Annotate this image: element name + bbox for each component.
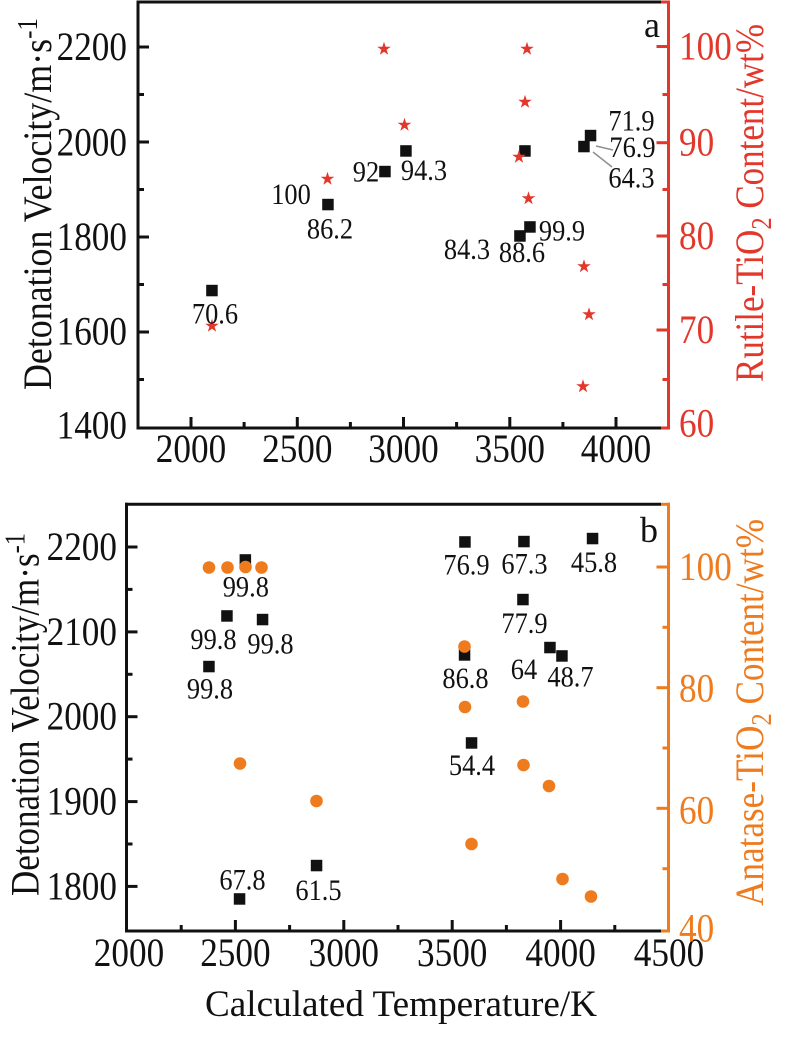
svg-text:99.8: 99.8 [190, 623, 236, 656]
svg-text:92: 92 [353, 156, 379, 189]
svg-text:71.9: 71.9 [608, 105, 654, 138]
svg-text:b: b [640, 510, 658, 550]
svg-text:84.3: 84.3 [444, 233, 490, 266]
svg-text:Rutile-TiO2​ Content/wt%: Rutile-TiO2​ Content/wt% [727, 24, 778, 382]
svg-text:3000: 3000 [309, 930, 379, 975]
svg-text:100: 100 [679, 544, 732, 589]
svg-text:2000: 2000 [47, 694, 117, 739]
svg-text:54.4: 54.4 [449, 749, 495, 782]
svg-text:4000: 4000 [525, 930, 595, 975]
svg-text:45.8: 45.8 [571, 546, 617, 579]
svg-text:60: 60 [679, 788, 714, 833]
svg-text:2500: 2500 [200, 930, 270, 975]
svg-text:76.9: 76.9 [609, 131, 655, 164]
svg-text:a: a [644, 5, 660, 45]
svg-text:70: 70 [679, 307, 714, 352]
svg-text:88.6: 88.6 [499, 236, 545, 269]
svg-text:1900: 1900 [47, 779, 117, 824]
svg-text:94.3: 94.3 [401, 154, 447, 187]
svg-text:2100: 2100 [47, 609, 117, 654]
svg-text:1800: 1800 [47, 863, 117, 908]
svg-text:3500: 3500 [417, 930, 487, 975]
svg-text:99.9: 99.9 [539, 215, 585, 248]
svg-text:4500: 4500 [634, 930, 704, 975]
svg-text:Anatase-TiO2​ Content/wt%: Anatase-TiO2​ Content/wt% [727, 519, 778, 906]
svg-text:99.8: 99.8 [223, 571, 269, 604]
svg-text:100: 100 [679, 24, 732, 69]
svg-text:90: 90 [679, 120, 714, 165]
svg-text:1400: 1400 [57, 403, 127, 448]
svg-text:4000: 4000 [581, 426, 651, 471]
svg-text:86.2: 86.2 [307, 213, 353, 246]
svg-text:Detonation Velocity/m·s-1: Detonation Velocity/m·s-1 [13, 18, 60, 390]
svg-text:2000: 2000 [94, 930, 164, 975]
svg-text:70.6: 70.6 [192, 297, 238, 330]
svg-text:80: 80 [679, 213, 714, 258]
svg-text:Detonation Velocity/m·s-1: Detonation Velocity/m·s-1 [1, 533, 48, 896]
svg-text:64: 64 [511, 653, 537, 686]
svg-text:86.8: 86.8 [442, 662, 488, 695]
svg-text:61.5: 61.5 [295, 874, 341, 907]
svg-text:2500: 2500 [262, 426, 332, 471]
svg-text:100: 100 [271, 178, 311, 211]
svg-text:48.7: 48.7 [547, 661, 593, 694]
svg-text:2000: 2000 [156, 426, 226, 471]
svg-text:67.8: 67.8 [219, 864, 265, 897]
svg-text:64.3: 64.3 [608, 162, 654, 195]
svg-text:40: 40 [679, 906, 714, 951]
svg-text:80: 80 [679, 666, 714, 711]
svg-text:1600: 1600 [57, 309, 127, 354]
svg-text:99.8: 99.8 [187, 673, 233, 706]
svg-text:60: 60 [679, 400, 714, 445]
svg-text:2000: 2000 [57, 119, 127, 164]
svg-text:1800: 1800 [57, 214, 127, 259]
svg-text:3500: 3500 [475, 426, 545, 471]
svg-text:99.8: 99.8 [247, 628, 293, 661]
svg-text:2200: 2200 [57, 24, 127, 69]
svg-text:77.9: 77.9 [501, 607, 547, 640]
svg-text:3000: 3000 [368, 426, 438, 471]
svg-text:Calculated Temperature/K: Calculated Temperature/K [205, 984, 597, 1025]
svg-text:2200: 2200 [47, 524, 117, 569]
svg-text:67.3: 67.3 [501, 548, 547, 581]
svg-text:76.9: 76.9 [443, 549, 489, 582]
